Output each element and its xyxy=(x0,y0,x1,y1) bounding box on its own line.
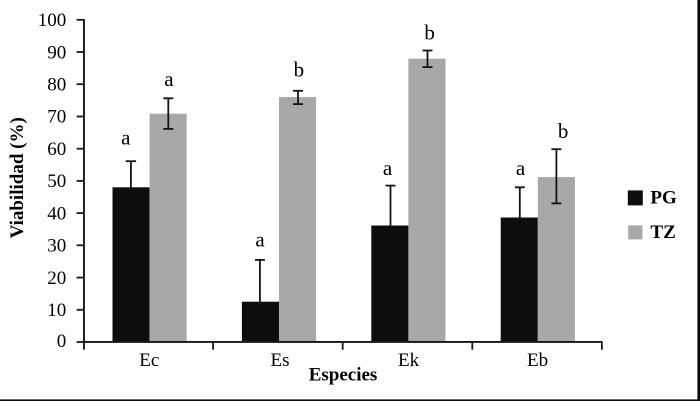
svg-text:Ec: Ec xyxy=(139,350,159,371)
svg-text:100: 100 xyxy=(38,10,67,31)
svg-text:Es: Es xyxy=(271,350,290,371)
svg-text:70: 70 xyxy=(47,107,66,128)
svg-text:b: b xyxy=(424,21,435,45)
svg-text:a: a xyxy=(121,126,131,150)
svg-text:a: a xyxy=(383,156,393,180)
svg-text:TZ: TZ xyxy=(650,222,675,243)
svg-text:Eb: Eb xyxy=(527,350,548,371)
svg-text:Especies: Especies xyxy=(309,364,378,385)
svg-text:20: 20 xyxy=(47,268,66,289)
svg-text:30: 30 xyxy=(47,236,66,257)
svg-text:10: 10 xyxy=(47,300,66,321)
svg-text:Ek: Ek xyxy=(398,350,420,371)
svg-text:Viabilidad (%): Viabilidad (%) xyxy=(7,117,28,238)
svg-text:a: a xyxy=(255,228,265,252)
svg-text:a: a xyxy=(516,156,526,180)
svg-text:b: b xyxy=(558,119,569,143)
svg-text:50: 50 xyxy=(47,171,66,192)
svg-text:a: a xyxy=(164,67,174,91)
svg-text:40: 40 xyxy=(47,203,66,224)
svg-text:b: b xyxy=(294,58,305,82)
svg-text:80: 80 xyxy=(47,75,66,96)
svg-text:90: 90 xyxy=(47,42,66,63)
svg-text:PG: PG xyxy=(650,188,677,209)
svg-text:60: 60 xyxy=(47,139,66,160)
svg-text:0: 0 xyxy=(57,331,67,352)
